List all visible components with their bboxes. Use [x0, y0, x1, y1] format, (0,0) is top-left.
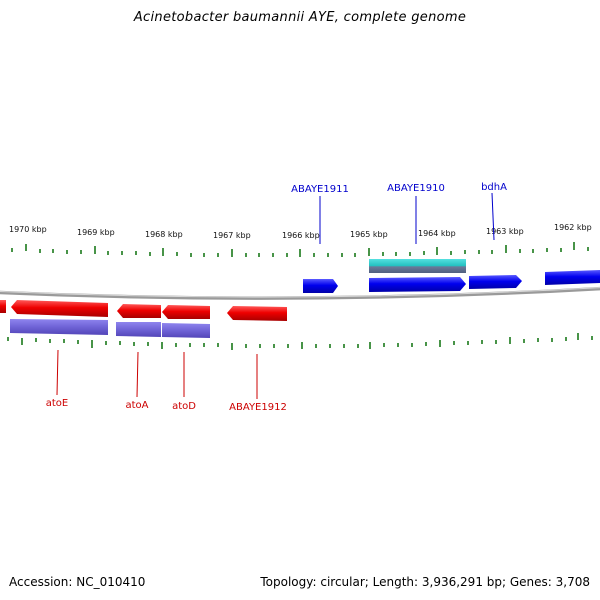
- scale-label: 1965 kbp: [350, 230, 388, 239]
- genome-backbone-highlight: [0, 287, 600, 298]
- gene-arrow-reverse-edge[interactable]: [0, 300, 6, 313]
- reverse-feature-bar: [10, 319, 108, 335]
- reverse-ticks: [7, 333, 593, 350]
- gene-label-atoE[interactable]: atoE: [46, 398, 69, 409]
- gene-label-ABAYE1912[interactable]: ABAYE1912: [229, 402, 287, 413]
- forward-feature-bar: [369, 259, 466, 273]
- gene-arrow-bdhA[interactable]: [469, 275, 522, 289]
- label-leader-atoA: [136, 351, 139, 398]
- gene-label-atoA[interactable]: atoA: [125, 400, 148, 411]
- map-title: Acinetobacter baumannii AYE, complete ge…: [133, 10, 467, 25]
- gene-arrow-atoA[interactable]: [117, 304, 161, 318]
- accession-text: Accession: NC_010410: [9, 575, 146, 589]
- scale-label: 1968 kbp: [145, 230, 183, 239]
- gene-arrow-atoE[interactable]: [11, 300, 108, 317]
- gene-arrow-ABAYE1911[interactable]: [303, 279, 338, 293]
- reverse-feature-bar: [116, 322, 161, 337]
- gene-label-ABAYE1910[interactable]: ABAYE1910: [387, 183, 445, 194]
- genome-summary-text: Topology: circular; Length: 3,936,291 bp…: [260, 575, 590, 589]
- scale-label: 1963 kbp: [486, 227, 524, 236]
- genome-backbone: [0, 286, 600, 300]
- gene-arrow-atoD[interactable]: [162, 305, 210, 319]
- gene-arrow-ABAYE1912[interactable]: [227, 306, 287, 321]
- reverse-feature-bar: [162, 323, 210, 338]
- gene-label-bdhA[interactable]: bdhA: [481, 182, 507, 193]
- scale-label: 1970 kbp: [9, 225, 47, 234]
- gene-label-atoD[interactable]: atoD: [172, 401, 196, 412]
- gene-label-ABAYE1911[interactable]: ABAYE1911: [291, 184, 349, 195]
- scale-label: 1966 kbp: [282, 231, 320, 240]
- gene-arrow-forward-edge[interactable]: [545, 270, 600, 285]
- gene-arrow-ABAYE1910[interactable]: [369, 277, 466, 292]
- forward-ticks: [11, 242, 589, 257]
- label-leader-atoE: [56, 349, 59, 396]
- scale-label: 1962 kbp: [554, 223, 592, 232]
- label-leader-bdhA: [491, 192, 495, 241]
- scale-label: 1969 kbp: [77, 228, 115, 237]
- scale-label: 1964 kbp: [418, 229, 456, 238]
- scale-label: 1967 kbp: [213, 231, 251, 240]
